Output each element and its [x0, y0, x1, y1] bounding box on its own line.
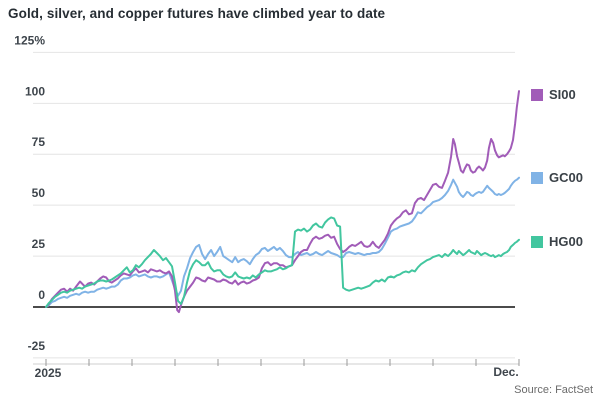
- y-axis-label: 50: [32, 186, 46, 200]
- y-axis-label: -25: [28, 339, 46, 353]
- y-axis-label: 0: [38, 288, 45, 302]
- source-attribution: Source: FactSet: [514, 384, 593, 396]
- chart-title: Gold, silver, and copper futures have cl…: [8, 6, 386, 21]
- series-line-GC00: [45, 176, 520, 308]
- y-axis-label: 125%: [14, 33, 45, 47]
- x-axis-label-year: 2025: [35, 366, 62, 380]
- series-line-SI00: [45, 90, 520, 314]
- series-line-HG00: [45, 216, 520, 308]
- y-axis-label: 100: [25, 84, 45, 98]
- y-axis-label: 75: [32, 135, 46, 149]
- x-axis-label-dec: Dec.: [493, 365, 518, 379]
- y-axis-label: 25: [32, 237, 46, 251]
